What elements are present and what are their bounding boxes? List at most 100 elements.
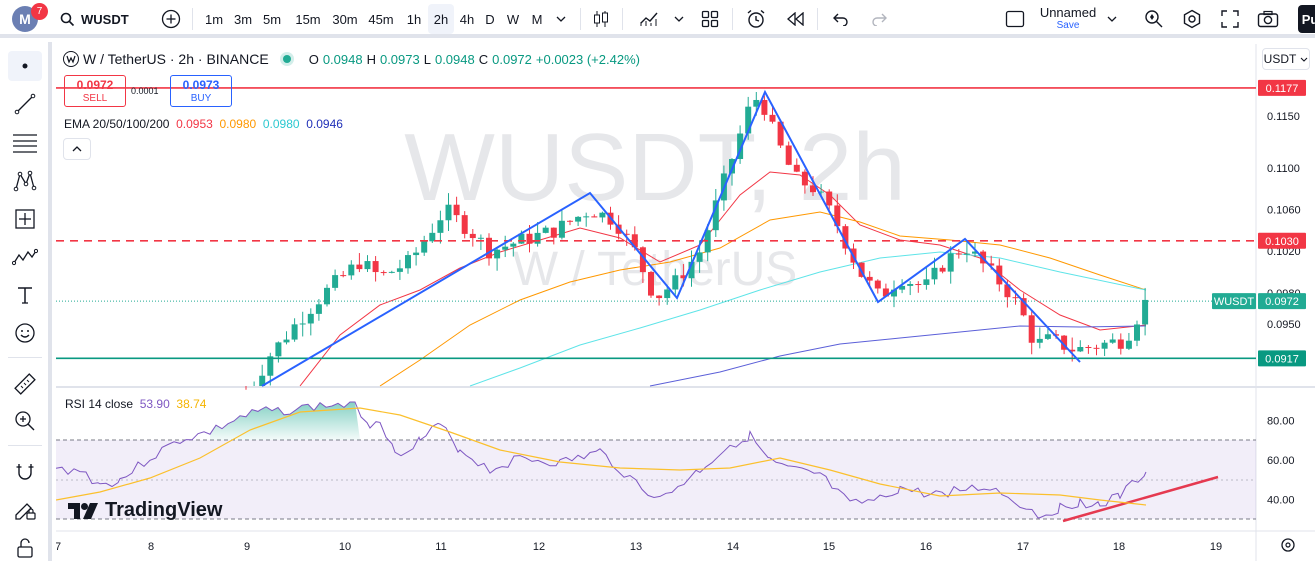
tradingview-logo[interactable]: TradingView [67, 499, 222, 522]
timeframe-5m[interactable]: 5m [262, 11, 282, 27]
timeframe-dropdown[interactable] [550, 0, 572, 38]
candle-body [664, 289, 671, 299]
timeframe-30m[interactable]: 30m [332, 11, 358, 27]
cursor-tool[interactable] [8, 51, 42, 81]
timeframe-1h[interactable]: 1h [406, 11, 422, 27]
rsi-legend[interactable]: RSI 14 close 53.90 38.74 [65, 397, 206, 411]
price-axis[interactable] [1256, 44, 1315, 387]
time-tick-label: 17 [1017, 541, 1029, 553]
ema-legend[interactable]: EMA 20/50/100/200 0.0953 0.0980 0.0980 0… [64, 117, 343, 131]
rsi-value: 53.90 [139, 397, 170, 411]
publish-button[interactable]: Pu [1298, 5, 1315, 33]
price-tick-label: 0.0950 [1267, 319, 1301, 331]
price-tag [1258, 350, 1306, 367]
layout-dropdown[interactable] [1102, 0, 1122, 38]
chart-canvas[interactable]: WUSDT, 2h W / TetherUS 0.1150 0.1100 0.106… [56, 44, 1315, 561]
candle-body [1004, 284, 1011, 298]
brush-tool[interactable] [8, 242, 42, 272]
candle-body [947, 253, 954, 272]
timeframe-15m[interactable]: 15m [295, 11, 321, 27]
candle-body [575, 216, 582, 222]
candle-body [291, 324, 298, 340]
candle-body [396, 268, 403, 272]
bar-style-button[interactable] [588, 0, 614, 38]
sell-button[interactable]: 0.0972 SELL [64, 75, 126, 107]
wave-icon [12, 248, 38, 266]
timeframe-d[interactable]: D [485, 11, 495, 27]
candle-body [542, 227, 549, 233]
tv-logo-icon [68, 502, 98, 519]
trend-line-tool[interactable] [8, 89, 42, 119]
zoom-tool[interactable] [8, 406, 42, 436]
layout-select-checkbox[interactable] [1002, 0, 1028, 38]
price-tick-label: 0.1100 [1267, 163, 1300, 175]
fib-tool[interactable] [8, 128, 42, 158]
icon-tool[interactable] [8, 318, 42, 348]
drawings[interactable] [56, 87, 1256, 523]
rsi-indicator[interactable] [56, 401, 1147, 519]
ema100-value: 0.0980 [262, 117, 300, 131]
ema50-line [379, 211, 1147, 387]
layout-name: Unnamed [1039, 5, 1097, 20]
timeframe-2h[interactable]: 2h [428, 4, 454, 34]
time-tick-label: 8 [148, 541, 154, 553]
change-value: +0.0023 (+2.42%) [535, 51, 640, 67]
collapse-legend-button[interactable] [63, 138, 91, 160]
timeframe-1m[interactable]: 1m [204, 11, 224, 27]
pattern-tool[interactable] [8, 166, 42, 196]
snapshot-button[interactable] [1255, 0, 1281, 38]
fullscreen-button[interactable] [1217, 0, 1243, 38]
prediction-tool[interactable] [8, 204, 42, 234]
close-label: C [478, 51, 489, 67]
alarm-clock-icon [747, 9, 765, 28]
price-pane[interactable] [56, 44, 1256, 387]
symbol-title[interactable]: W / TetherUS · 2h · BINANCE [83, 51, 269, 67]
candle-body [729, 159, 735, 174]
chevron-down-icon [1107, 16, 1117, 22]
timeframe-45m[interactable]: 45m [368, 11, 394, 27]
currency-selector[interactable]: USDT [1262, 48, 1310, 70]
layout-button[interactable] [697, 0, 723, 38]
magnet-tool[interactable] [8, 457, 42, 487]
candle-body [672, 275, 679, 290]
candle-body [599, 212, 606, 218]
symbol-search-button[interactable]: WUSDT [60, 0, 144, 38]
low-label: L [423, 51, 431, 67]
chevron-down-icon [674, 16, 684, 22]
candle-body [785, 145, 792, 165]
text-tool[interactable] [8, 280, 42, 310]
timeframe-m[interactable]: M [531, 11, 543, 27]
ema20-value: 0.0953 [176, 117, 213, 131]
timeframe-4h[interactable]: 4h [459, 11, 475, 27]
buy-price: 0.0973 [182, 78, 220, 92]
redo-button[interactable] [866, 0, 892, 38]
indicators-button[interactable] [635, 0, 663, 38]
time-axis[interactable]: 7 8 9 10 11 12 13 14 15 16 17 18 19 [56, 541, 1222, 553]
layout-name-button[interactable]: Unnamed Save [1036, 0, 1100, 38]
lock-drawings-tool[interactable] [8, 533, 42, 561]
candle-body [380, 272, 387, 274]
indicators-dropdown[interactable] [669, 0, 689, 38]
time-tick-label: 19 [1210, 541, 1222, 553]
settings-button[interactable] [1179, 0, 1205, 38]
candle-body [745, 106, 752, 134]
quick-search-button[interactable] [1141, 0, 1167, 38]
zoom-in-icon [15, 411, 35, 431]
stay-drawing-tool[interactable] [8, 495, 42, 525]
alert-button[interactable] [742, 0, 770, 38]
undo-button[interactable] [828, 0, 854, 38]
ruler-tool[interactable] [8, 369, 42, 399]
buy-button[interactable]: 0.0973 BUY [170, 75, 232, 107]
notification-badge: 7 [31, 3, 48, 20]
timeframe-3m[interactable]: 3m [233, 11, 253, 27]
replay-button[interactable] [783, 0, 809, 38]
open-value: 0.0948 [322, 51, 363, 67]
candle-body [1093, 347, 1100, 349]
candle-body [372, 261, 379, 273]
candle-body [502, 246, 509, 250]
compare-symbol-button[interactable] [156, 0, 186, 38]
candle-body [842, 226, 849, 249]
axis-settings-button[interactable] [1281, 538, 1295, 552]
candle-body [275, 342, 282, 357]
timeframe-w[interactable]: W [506, 11, 520, 27]
